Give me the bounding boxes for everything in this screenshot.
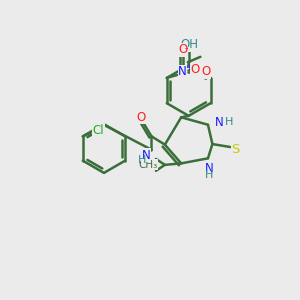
Text: Cl: Cl <box>93 124 104 137</box>
Text: O: O <box>178 43 187 56</box>
Text: O: O <box>136 110 146 124</box>
Text: O: O <box>190 63 200 76</box>
Text: H: H <box>138 155 146 165</box>
Text: N: N <box>215 116 224 129</box>
Text: CH₃: CH₃ <box>138 160 158 170</box>
Text: -: - <box>184 43 188 52</box>
Text: OH: OH <box>180 38 198 51</box>
Text: H: H <box>205 170 214 180</box>
Text: O: O <box>201 65 210 79</box>
Text: H: H <box>225 117 234 128</box>
Text: N: N <box>142 148 151 162</box>
Text: +: + <box>185 63 192 72</box>
Text: N: N <box>205 162 214 175</box>
Text: S: S <box>231 143 240 156</box>
Text: N: N <box>178 65 187 79</box>
